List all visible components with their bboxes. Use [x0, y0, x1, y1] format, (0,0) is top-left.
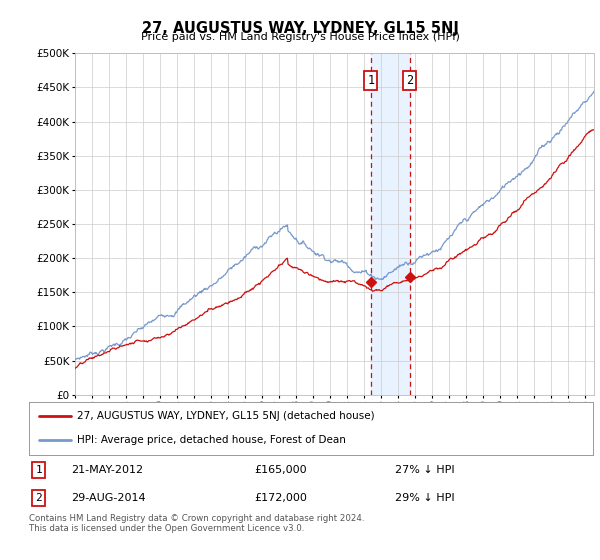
Text: 27, AUGUSTUS WAY, LYDNEY, GL15 5NJ (detached house): 27, AUGUSTUS WAY, LYDNEY, GL15 5NJ (deta… [77, 411, 374, 421]
Text: 1: 1 [367, 74, 374, 87]
Bar [371, 53, 410, 395]
Text: 29-AUG-2014: 29-AUG-2014 [71, 493, 146, 503]
Text: 21-MAY-2012: 21-MAY-2012 [71, 465, 143, 475]
Text: £172,000: £172,000 [254, 493, 307, 503]
Text: 27% ↓ HPI: 27% ↓ HPI [395, 465, 455, 475]
Text: Contains HM Land Registry data © Crown copyright and database right 2024.
This d: Contains HM Land Registry data © Crown c… [29, 514, 364, 534]
Text: 2: 2 [35, 493, 43, 503]
Text: HPI: Average price, detached house, Forest of Dean: HPI: Average price, detached house, Fore… [77, 435, 346, 445]
Text: 2: 2 [406, 74, 413, 87]
Text: £165,000: £165,000 [254, 465, 307, 475]
Text: 27, AUGUSTUS WAY, LYDNEY, GL15 5NJ: 27, AUGUSTUS WAY, LYDNEY, GL15 5NJ [142, 21, 458, 36]
Text: 29% ↓ HPI: 29% ↓ HPI [395, 493, 455, 503]
Text: Price paid vs. HM Land Registry's House Price Index (HPI): Price paid vs. HM Land Registry's House … [140, 32, 460, 43]
Text: 1: 1 [35, 465, 43, 475]
